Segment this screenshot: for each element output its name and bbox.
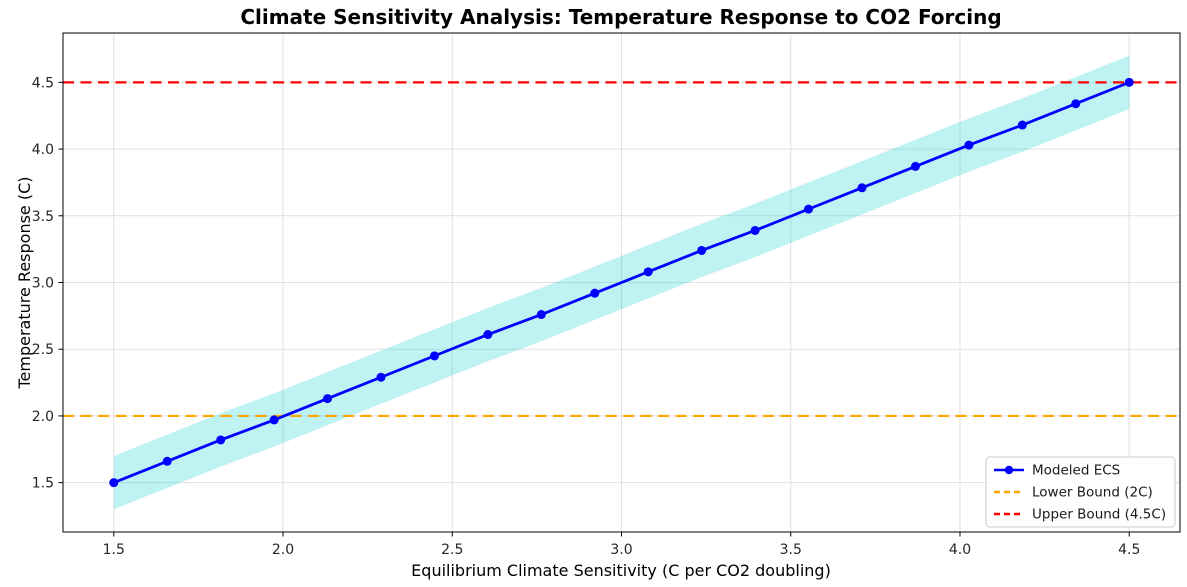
data-point-marker bbox=[323, 394, 333, 404]
x-axis-label: Equilibrium Climate Sensitivity (C per C… bbox=[411, 561, 831, 580]
data-point-marker bbox=[643, 267, 653, 277]
axes-layer: 1.5 2.0 2.5 3.0 3.5 4.0 4.5 1.5 2.0 2.5 3.0 3.5 4.0 4… bbox=[32, 32, 1181, 558]
legend-label: Upper Bound (4.5C) bbox=[1032, 507, 1166, 523]
data-point-marker bbox=[376, 372, 386, 382]
x-tick-label: 2.5 bbox=[441, 542, 463, 558]
y-tick-label: 3.5 bbox=[32, 209, 54, 225]
x-tick-label: 3.0 bbox=[610, 542, 632, 558]
legend-label: Modeled ECS bbox=[1032, 463, 1120, 479]
legend-label: Lower Bound (2C) bbox=[1032, 485, 1153, 501]
y-tick-label: 2.5 bbox=[32, 342, 54, 358]
data-point-marker bbox=[216, 435, 226, 445]
legend-item: Modeled ECS bbox=[994, 463, 1120, 479]
data-point-marker bbox=[964, 140, 974, 150]
legend: Modeled ECS Lower Bound (2C) Upper Bound (… bbox=[985, 456, 1176, 528]
data-point-marker bbox=[536, 310, 546, 320]
legend-box bbox=[985, 456, 1176, 528]
data-point-marker bbox=[1017, 120, 1027, 130]
x-tick-label: 2.0 bbox=[272, 542, 294, 558]
x-tick-label: 4.0 bbox=[949, 542, 971, 558]
data-point-marker bbox=[429, 351, 439, 361]
data-point-marker bbox=[590, 288, 600, 298]
data-point-marker bbox=[1071, 99, 1081, 109]
legend-marker-modeled-ecs bbox=[1004, 465, 1014, 475]
data-point-marker bbox=[697, 245, 707, 255]
chart-title: Climate Sensitivity Analysis: Temperatur… bbox=[240, 5, 1001, 29]
x-tick-label: 1.5 bbox=[103, 542, 125, 558]
data-point-marker bbox=[1124, 77, 1134, 87]
data-layer bbox=[63, 55, 1180, 510]
legend-item: Lower Bound (2C) bbox=[994, 485, 1153, 501]
data-point-marker bbox=[269, 415, 279, 425]
data-point-marker bbox=[804, 204, 814, 214]
y-tick-label: 2.0 bbox=[32, 409, 54, 425]
x-tick-label: 3.5 bbox=[780, 542, 802, 558]
y-axis-label: Temperature Response (C) bbox=[15, 176, 34, 389]
modeled-ecs-line bbox=[113, 81, 1130, 484]
legend-item: Upper Bound (4.5C) bbox=[994, 507, 1166, 523]
data-point-marker bbox=[910, 161, 920, 171]
y-tick-label: 4.0 bbox=[32, 142, 54, 158]
data-point-marker bbox=[857, 183, 867, 193]
data-point-marker bbox=[162, 456, 172, 466]
y-tick-label: 1.5 bbox=[32, 476, 54, 492]
y-tick-label: 4.5 bbox=[32, 75, 54, 91]
data-point-marker bbox=[750, 225, 760, 235]
data-point-marker bbox=[109, 478, 119, 488]
y-tick-label: 3.0 bbox=[32, 276, 54, 292]
data-point-marker bbox=[483, 330, 493, 340]
x-tick-label: 4.5 bbox=[1118, 542, 1140, 558]
